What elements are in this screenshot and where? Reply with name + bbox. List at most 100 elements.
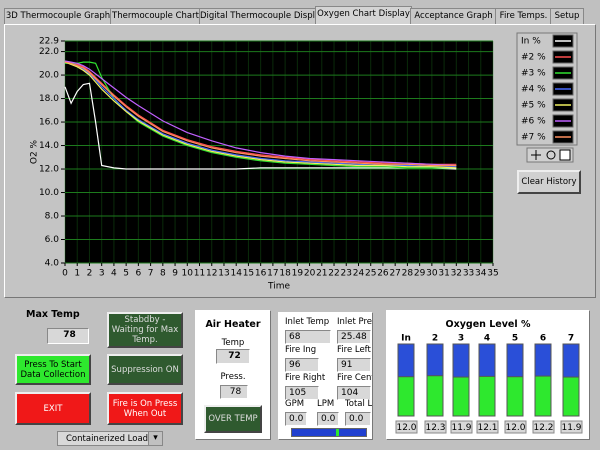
gauge-label: 2 bbox=[432, 334, 438, 344]
y-tick-label: 14.0 bbox=[39, 141, 59, 151]
x-tick-label: 1 bbox=[74, 269, 80, 279]
gauge-level bbox=[478, 375, 496, 417]
x-tick-label: 19 bbox=[292, 269, 304, 279]
y-tick-label: 16.0 bbox=[39, 118, 59, 128]
y-tick-label: 10.0 bbox=[39, 188, 59, 198]
press-label: Press. bbox=[220, 372, 246, 382]
x-tick-label: 10 bbox=[182, 269, 194, 279]
legend-label: #7 % bbox=[521, 133, 546, 143]
gauge-value-box bbox=[395, 420, 418, 434]
readout-value: 68 bbox=[285, 330, 331, 344]
x-tick-label: 2 bbox=[87, 269, 93, 279]
gauge-level bbox=[452, 376, 470, 417]
temp-value: 72 bbox=[216, 349, 250, 364]
x-tick-label: 34 bbox=[475, 269, 487, 279]
x-tick-label: 24 bbox=[353, 269, 365, 279]
over-temp-indicator: OVER TEMP bbox=[204, 405, 262, 433]
dropdown-arrow: ▾ bbox=[148, 432, 162, 445]
readout-label: Total L bbox=[345, 399, 372, 409]
gauge-value-box bbox=[450, 420, 473, 434]
readout-label: Inlet Pres. bbox=[337, 317, 372, 327]
series-line bbox=[64, 60, 457, 167]
readout-value: 0.0 bbox=[317, 412, 339, 426]
x-tick-label: 25 bbox=[365, 269, 376, 279]
x-tick-label: 23 bbox=[341, 269, 352, 279]
readout-label: Fire Left bbox=[337, 345, 371, 355]
readout-label: LPM bbox=[317, 399, 335, 409]
x-tick-label: 33 bbox=[463, 269, 474, 279]
y-tick-label: 8.0 bbox=[45, 212, 60, 222]
exit-button[interactable]: EXIT bbox=[15, 392, 91, 425]
oxygen-gauges: In 12.0 2 12.3 3 11.9 4 12.1 5 12.0 6 12.2 7 11.9 bbox=[395, 334, 583, 434]
legend-label: #5 % bbox=[521, 101, 546, 111]
x-tick-label: 8 bbox=[160, 269, 166, 279]
y-tick-label: 22.9 bbox=[39, 37, 59, 47]
tab[interactable]: Setup bbox=[550, 8, 584, 25]
y-tick-label: 12.0 bbox=[39, 165, 59, 175]
readout-value: 105 bbox=[285, 386, 319, 400]
x-tick-label: 27 bbox=[389, 269, 400, 279]
series-line bbox=[64, 82, 457, 170]
legend-label: #3 % bbox=[521, 69, 546, 79]
clear-history-button[interactable]: Clear History bbox=[517, 170, 581, 194]
gauge-level bbox=[534, 375, 552, 417]
series-line bbox=[64, 61, 457, 168]
legend-label: #2 % bbox=[521, 53, 546, 63]
gauge-label: In bbox=[401, 334, 411, 344]
gauge-value-box bbox=[560, 420, 583, 434]
gauge-label: 5 bbox=[512, 334, 518, 344]
gauge-value: 11.9 bbox=[561, 423, 581, 433]
x-tick-label: 3 bbox=[99, 269, 105, 279]
gauge-label: 6 bbox=[540, 334, 546, 344]
y-tick-label: 4.0 bbox=[45, 259, 60, 269]
legend-label: #4 % bbox=[521, 85, 546, 95]
readout-label: GPM bbox=[285, 399, 305, 409]
series-line bbox=[65, 61, 457, 169]
start-button[interactable]: Press To Start Data Collection bbox=[15, 354, 91, 385]
x-tick-label: 13 bbox=[218, 269, 229, 279]
y-tick-label: 22.0 bbox=[39, 47, 59, 57]
x-tick-label: 17 bbox=[267, 269, 278, 279]
x-tick-label: 15 bbox=[243, 269, 254, 279]
x-tick-label: 16 bbox=[255, 269, 267, 279]
readout-label: Inlet Temp bbox=[285, 317, 330, 327]
load-dropdown-text: Containerized Load bbox=[66, 434, 149, 444]
air-heater-panel: Air Heater Temp 72 Press. 78 OVER TEMP bbox=[195, 310, 271, 440]
gauge-level bbox=[562, 376, 580, 417]
x-tick-label: 11 bbox=[194, 269, 205, 279]
gauge-label: 4 bbox=[484, 334, 490, 344]
load-dropdown[interactable]: Containerized Load ▾ bbox=[57, 431, 163, 446]
gauge-value: 12.3 bbox=[425, 423, 445, 433]
fire-on-button[interactable]: Fire is On Press When Out bbox=[107, 392, 183, 425]
legend-label: In % bbox=[521, 37, 541, 47]
x-tick-label: 12 bbox=[206, 269, 217, 279]
x-tick-label: 5 bbox=[123, 269, 129, 279]
gauge-value-box bbox=[476, 420, 499, 434]
x-tick-label: 32 bbox=[451, 269, 462, 279]
readout-value: 91 bbox=[337, 358, 371, 372]
x-axis-label: Time bbox=[267, 282, 290, 292]
y-tick-label: 6.0 bbox=[45, 235, 60, 245]
max-temp-label: Max Temp bbox=[26, 309, 80, 320]
gauge-level bbox=[506, 376, 524, 417]
x-tick-label: 7 bbox=[148, 269, 154, 279]
flow-bar bbox=[291, 428, 367, 437]
legend-label: #6 % bbox=[521, 117, 546, 127]
x-tick-label: 35 bbox=[487, 269, 498, 279]
x-tick-label: 29 bbox=[414, 269, 426, 279]
x-tick-label: 26 bbox=[377, 269, 389, 279]
gauge-level bbox=[426, 375, 444, 417]
y-axis-label: O2 % bbox=[30, 139, 40, 164]
readout-value: 0.0 bbox=[345, 412, 371, 426]
gauge-value-box bbox=[504, 420, 527, 434]
oxygen-level-title: Oxygen Level % bbox=[445, 319, 531, 330]
temp-label: Temp bbox=[221, 338, 245, 348]
readout-label: Fire Ing bbox=[285, 345, 317, 355]
x-tick-label: 31 bbox=[438, 269, 449, 279]
x-tick-label: 21 bbox=[316, 269, 327, 279]
series-line bbox=[64, 61, 457, 169]
x-tick-label: 14 bbox=[230, 269, 242, 279]
readout-value: 0.0 bbox=[285, 412, 307, 426]
x-tick-label: 9 bbox=[172, 269, 178, 279]
